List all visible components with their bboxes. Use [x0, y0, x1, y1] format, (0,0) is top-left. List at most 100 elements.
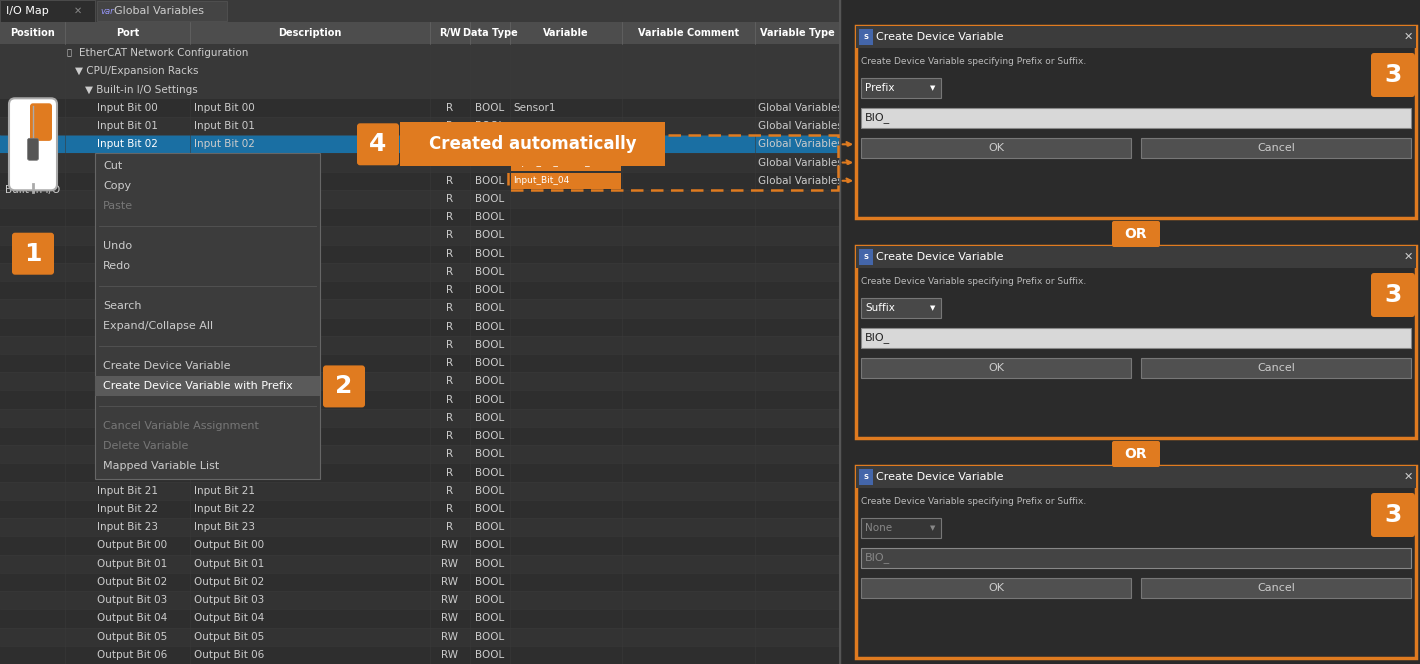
- Text: Delete Variable: Delete Variable: [104, 442, 189, 452]
- Text: Output Bit 01: Output Bit 01: [97, 558, 168, 568]
- Text: BOOL: BOOL: [476, 230, 504, 240]
- Text: Input Bit 22: Input Bit 22: [195, 504, 256, 514]
- FancyBboxPatch shape: [400, 122, 665, 166]
- Text: Input Bit 18: Input Bit 18: [97, 431, 158, 441]
- Text: None: None: [865, 523, 892, 533]
- Text: 🖧: 🖧: [67, 48, 72, 58]
- FancyBboxPatch shape: [0, 0, 95, 22]
- Text: R: R: [446, 230, 453, 240]
- Text: BOOL: BOOL: [476, 267, 504, 277]
- Text: Input Bit 05: Input Bit 05: [97, 194, 158, 204]
- FancyBboxPatch shape: [0, 317, 841, 336]
- Text: BOOL: BOOL: [476, 285, 504, 295]
- Text: Copy: Copy: [104, 181, 131, 191]
- Text: Data Type: Data Type: [463, 28, 517, 38]
- Text: BOOL: BOOL: [476, 504, 504, 514]
- FancyBboxPatch shape: [0, 627, 841, 646]
- FancyBboxPatch shape: [0, 299, 841, 317]
- Text: Prefix: Prefix: [865, 83, 895, 93]
- Text: R: R: [446, 522, 453, 533]
- Text: BOOL: BOOL: [476, 303, 504, 313]
- Text: R: R: [446, 157, 453, 167]
- FancyBboxPatch shape: [0, 226, 841, 244]
- FancyBboxPatch shape: [11, 232, 54, 275]
- Text: Input Bit 02: Input Bit 02: [97, 139, 158, 149]
- Text: Cut: Cut: [104, 161, 122, 171]
- Text: Input_Bit_03BIO_0: Input_Bit_03BIO_0: [513, 158, 595, 167]
- FancyBboxPatch shape: [0, 591, 841, 610]
- Text: S: S: [863, 34, 869, 40]
- Text: ▼: ▼: [930, 525, 936, 531]
- Text: Sensor1: Sensor1: [513, 103, 555, 113]
- FancyBboxPatch shape: [1142, 138, 1411, 158]
- Text: Output Bit 01: Output Bit 01: [195, 558, 264, 568]
- Text: Input_Bit_04: Input_Bit_04: [513, 176, 569, 185]
- Text: Expand/Collapse All: Expand/Collapse All: [104, 321, 213, 331]
- Text: Toolbox: Toolbox: [890, 6, 932, 16]
- FancyBboxPatch shape: [0, 62, 841, 80]
- Text: RW: RW: [442, 558, 459, 568]
- Text: Output Bit 05: Output Bit 05: [195, 631, 264, 641]
- Text: Input Bit 09: Input Bit 09: [97, 267, 158, 277]
- Text: R: R: [446, 139, 453, 149]
- FancyBboxPatch shape: [95, 153, 320, 479]
- Text: BIO_Input_Bit_01: BIO_Input_Bit_01: [513, 121, 602, 131]
- Text: Global Variables: Global Variables: [758, 103, 842, 113]
- Text: S: S: [863, 254, 869, 260]
- Text: Suffix: Suffix: [865, 303, 895, 313]
- FancyBboxPatch shape: [856, 26, 1416, 48]
- FancyBboxPatch shape: [95, 376, 320, 396]
- FancyBboxPatch shape: [856, 246, 1416, 438]
- Text: Variable: Variable: [544, 28, 589, 38]
- Text: BOOL: BOOL: [476, 467, 504, 477]
- Text: OR: OR: [1125, 447, 1147, 461]
- FancyBboxPatch shape: [356, 124, 399, 165]
- Text: Output Bit 02: Output Bit 02: [195, 577, 264, 587]
- FancyBboxPatch shape: [1370, 273, 1414, 317]
- Text: Input Bit 23: Input Bit 23: [97, 522, 158, 533]
- Text: Mapped Variable List: Mapped Variable List: [104, 461, 219, 471]
- Text: BOOL: BOOL: [476, 522, 504, 533]
- Text: Ч: Ч: [1397, 6, 1403, 16]
- Text: ✕: ✕: [1380, 6, 1389, 16]
- Text: I/O Map: I/O Map: [6, 6, 48, 16]
- FancyBboxPatch shape: [0, 481, 841, 500]
- FancyBboxPatch shape: [856, 26, 1416, 218]
- FancyBboxPatch shape: [0, 354, 841, 373]
- Text: Input Bit 17: Input Bit 17: [97, 413, 158, 423]
- FancyBboxPatch shape: [1142, 578, 1411, 598]
- FancyBboxPatch shape: [856, 246, 1416, 268]
- Text: R: R: [446, 376, 453, 386]
- Text: Cancel: Cancel: [1257, 143, 1295, 153]
- Text: Global Variables: Global Variables: [758, 121, 842, 131]
- FancyBboxPatch shape: [0, 518, 841, 537]
- Text: Input Bit 11: Input Bit 11: [97, 303, 158, 313]
- FancyBboxPatch shape: [841, 0, 1420, 664]
- Text: R: R: [446, 176, 453, 186]
- Text: Create Device Variable: Create Device Variable: [876, 252, 1004, 262]
- Text: RW: RW: [442, 540, 459, 550]
- Text: Input Bit 01: Input Bit 01: [195, 121, 254, 131]
- Text: Input Bit 04: Input Bit 04: [97, 176, 158, 186]
- Text: ▼: ▼: [930, 305, 936, 311]
- Text: ✕: ✕: [74, 6, 82, 16]
- FancyBboxPatch shape: [0, 445, 841, 463]
- Text: R: R: [446, 249, 453, 259]
- Text: Input Bit 13: Input Bit 13: [97, 340, 158, 350]
- Text: Port: Port: [116, 28, 139, 38]
- FancyBboxPatch shape: [861, 108, 1411, 128]
- FancyBboxPatch shape: [861, 518, 941, 538]
- FancyBboxPatch shape: [0, 153, 841, 172]
- Text: Built-in I/O: Built-in I/O: [4, 185, 60, 195]
- FancyBboxPatch shape: [0, 537, 841, 554]
- Text: Input Bit 12: Input Bit 12: [97, 321, 158, 331]
- Text: Position: Position: [10, 28, 55, 38]
- Text: RW: RW: [442, 614, 459, 623]
- Text: BOOL: BOOL: [476, 176, 504, 186]
- Text: Output Bit 03: Output Bit 03: [195, 595, 264, 605]
- FancyBboxPatch shape: [859, 249, 873, 265]
- FancyBboxPatch shape: [1112, 441, 1160, 467]
- Text: RW: RW: [442, 631, 459, 641]
- Text: R: R: [446, 504, 453, 514]
- Text: R: R: [446, 450, 453, 459]
